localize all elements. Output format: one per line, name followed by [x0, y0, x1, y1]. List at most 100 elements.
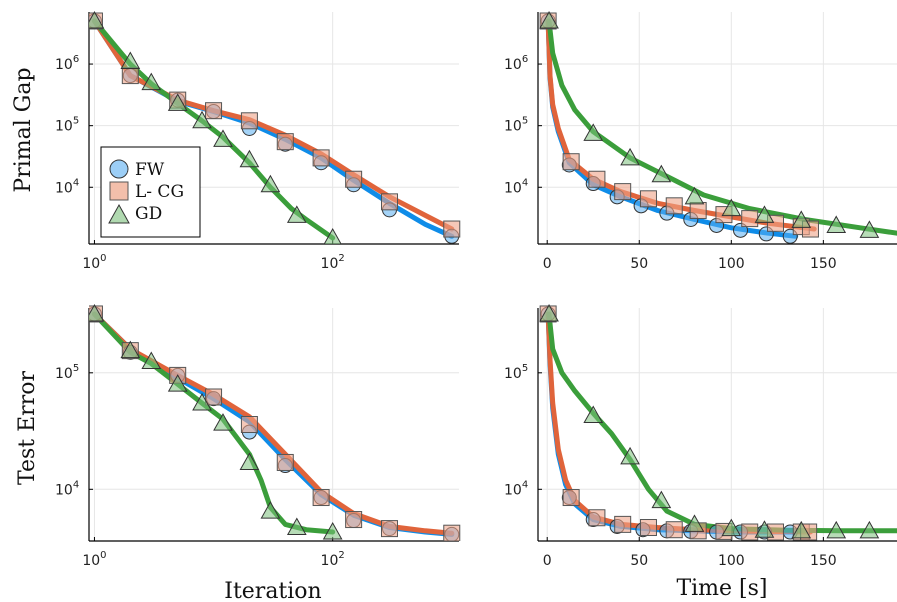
y-tick-label: 105	[504, 363, 528, 382]
y-tick-label: 106	[55, 54, 79, 73]
y-tick-label: 105	[55, 116, 79, 135]
marker-lcg	[443, 220, 461, 238]
x-tick-label: 102	[321, 253, 345, 272]
marker-gd	[213, 413, 233, 431]
marker-lcg	[665, 521, 683, 539]
marker-lcg	[588, 170, 606, 188]
marker-gd	[684, 186, 705, 205]
marker-lcg	[639, 190, 657, 208]
marker-gd	[167, 93, 188, 111]
marker-gd	[539, 303, 559, 322]
legend-label-fw: FW	[135, 160, 165, 180]
plot-area	[89, 10, 461, 244]
marker-gd	[583, 405, 604, 424]
x-tick-label: 0	[543, 256, 552, 272]
marker-gd	[167, 374, 188, 392]
marker-gd	[89, 303, 105, 322]
x-tick-label: 50	[630, 256, 648, 272]
marker-gd	[754, 205, 775, 223]
legend-marker-fw	[109, 159, 129, 179]
marker-gd	[322, 521, 343, 540]
panel-primal-gap-iteration: 100 102 104 105 106	[55, 10, 461, 272]
marker-gd	[826, 215, 847, 233]
marker-gd	[192, 110, 212, 129]
xlabel-time: Time [s]	[676, 576, 767, 601]
marker-gd	[684, 514, 705, 532]
y-tick-label: 104	[55, 177, 79, 196]
marker-lcg	[312, 489, 330, 507]
marker-lcg	[205, 388, 223, 406]
legend-marker-lcg	[109, 181, 129, 201]
legend-label-lcg: L- CG	[135, 182, 184, 202]
y-tick-label: 105	[55, 363, 79, 382]
x-tick-label: 150	[810, 553, 837, 569]
marker-gd	[120, 340, 141, 359]
x-tick-label: 102	[321, 550, 345, 569]
marker-gd	[141, 72, 162, 91]
marker-gd	[539, 10, 559, 29]
panel-test-error-time: 0 50 100 150 104 105	[504, 303, 897, 569]
marker-gd	[583, 123, 604, 141]
marker-gd	[286, 517, 307, 536]
ylabel-test-error: Test Error	[15, 371, 40, 485]
x-tick-label: 0	[543, 553, 552, 569]
marker-gd	[651, 164, 672, 183]
xlabel-iteration: Iteration	[224, 579, 321, 602]
marker-lcg	[588, 509, 606, 527]
x-tick-label: 100	[82, 550, 106, 569]
marker-gd	[192, 393, 212, 411]
plot-area	[89, 303, 461, 541]
marker-lcg	[741, 523, 759, 541]
legend: FW L- CG GD	[100, 146, 201, 238]
x-tick-label: 100	[718, 256, 745, 272]
marker-gd	[859, 520, 880, 539]
series-line-lcg	[545, 18, 817, 232]
marker-gd	[260, 174, 281, 193]
marker-gd	[721, 198, 742, 217]
ylabel-primal-gap: Primal Gap	[11, 67, 36, 192]
legend-label-gd: GD	[135, 204, 162, 224]
marker-gd	[620, 147, 640, 166]
marker-lcg	[276, 453, 294, 471]
marker-gd	[859, 220, 880, 238]
marker-lcg	[562, 489, 580, 507]
x-tick-label: 100	[82, 253, 106, 272]
marker-gd	[754, 520, 775, 538]
marker-gd	[826, 520, 847, 539]
plot-area	[539, 303, 897, 541]
marker-gd	[791, 520, 812, 539]
marker-gd	[239, 452, 260, 470]
marker-gd	[141, 351, 162, 370]
marker-lcg	[614, 515, 632, 533]
marker-gd	[651, 490, 672, 509]
marker-gd	[213, 129, 233, 147]
marker-gd	[89, 10, 105, 29]
legend-marker-gd	[108, 203, 130, 224]
marker-lcg	[562, 153, 580, 171]
marker-lcg	[380, 193, 398, 211]
marker-gd	[286, 205, 307, 223]
panel-test-error-iteration: 100 102 104 105	[55, 303, 461, 569]
y-tick-label: 104	[504, 177, 528, 196]
marker-lcg	[380, 520, 398, 538]
marker-lcg	[205, 102, 223, 120]
marker-lcg	[345, 511, 363, 529]
marker-lcg	[639, 519, 657, 537]
marker-gd	[791, 210, 812, 228]
marker-lcg	[665, 197, 683, 215]
marker-lcg	[240, 112, 258, 130]
marker-lcg	[276, 133, 294, 151]
marker-lcg	[121, 67, 139, 85]
y-tick-label: 106	[504, 54, 528, 73]
marker-gd	[120, 51, 141, 70]
marker-lcg	[240, 416, 258, 433]
x-tick-label: 150	[810, 256, 837, 272]
marker-gd	[721, 518, 742, 537]
panel-primal-gap-time: 0 50 100 150 104 105 106	[504, 10, 897, 272]
plot-area	[539, 10, 897, 244]
marker-gd	[620, 446, 640, 465]
marker-gd	[323, 228, 342, 244]
marker-lcg	[689, 201, 707, 219]
x-tick-label: 100	[718, 553, 745, 569]
